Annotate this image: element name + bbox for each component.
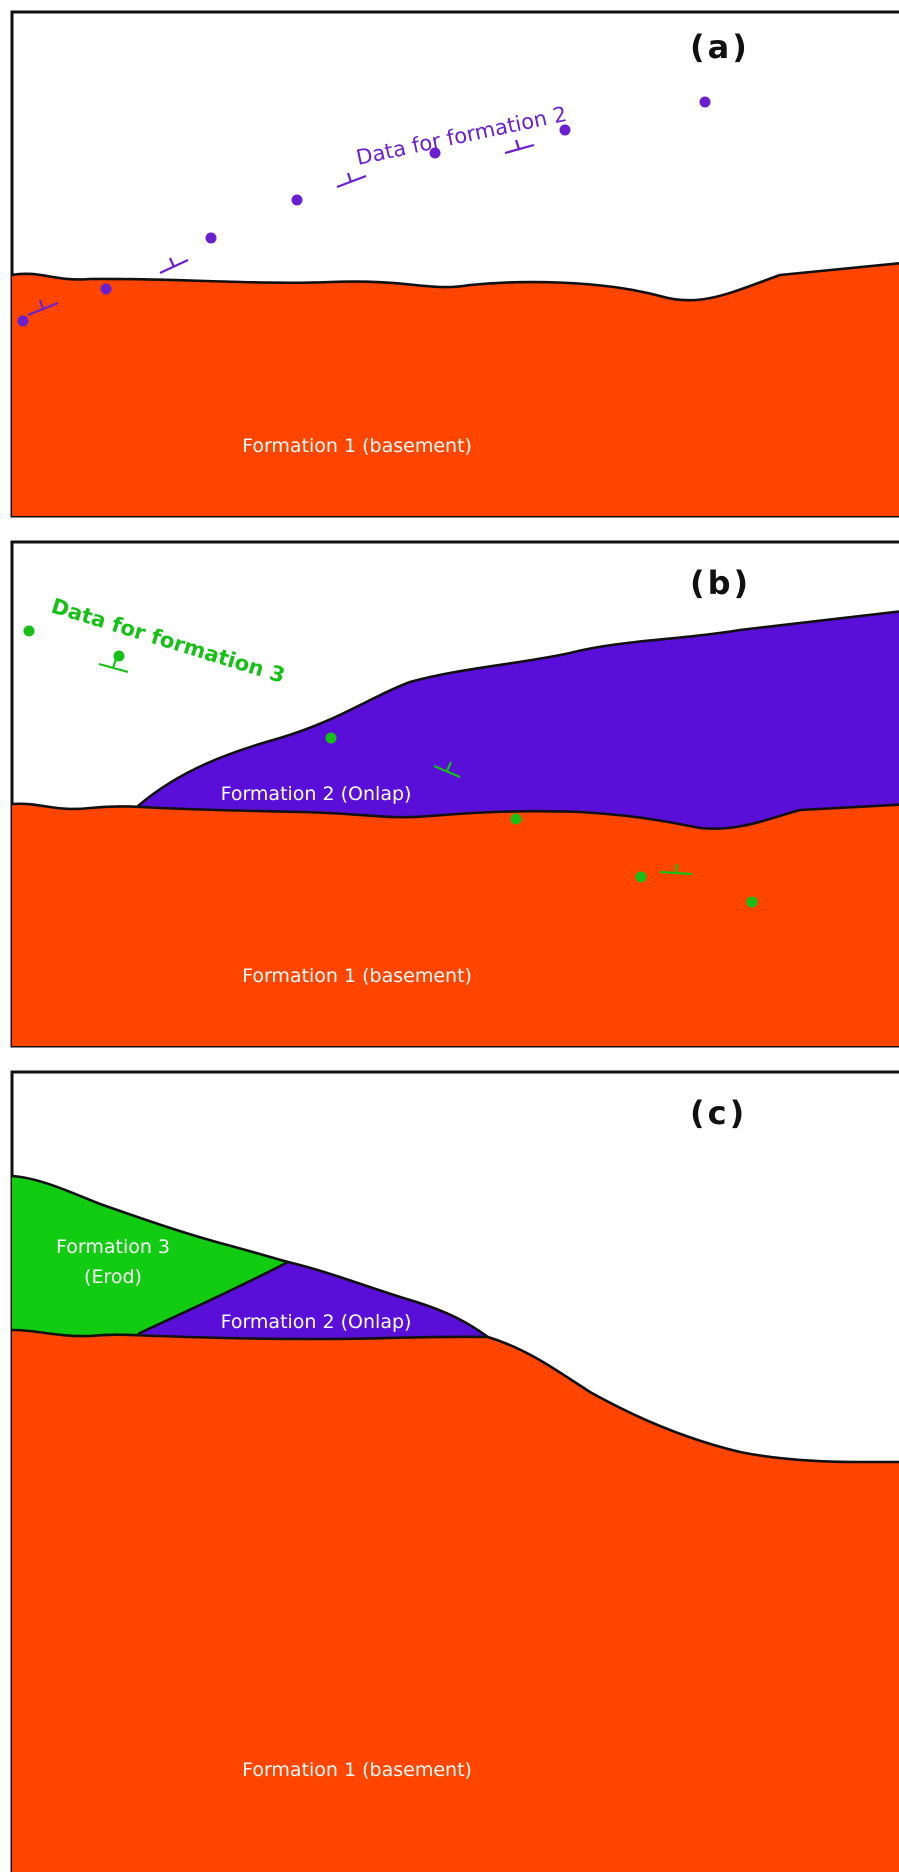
- data-point: [113, 650, 125, 662]
- formation-1-top-boundary: [12, 1328, 899, 1464]
- strike-dip-symbol: [27, 299, 59, 317]
- data-point: [429, 147, 441, 159]
- data-point: [23, 625, 35, 637]
- strike-dip-symbol: [159, 257, 189, 274]
- formation-2-area: [138, 611, 899, 829]
- data-point: [291, 194, 303, 206]
- formation-3-label-line2: (Erod): [84, 1266, 142, 1288]
- data-point: [559, 124, 571, 136]
- formation-1-area: [12, 803, 899, 1046]
- data-point: [746, 896, 758, 908]
- formation-2-area: [138, 1262, 488, 1339]
- panel-a: Formation 1 (basement): [10, 10, 899, 518]
- data-point: [100, 283, 112, 295]
- formation-1-label: Formation 1 (basement): [242, 435, 472, 457]
- data-point: [510, 813, 522, 825]
- strike-dip-symbol: [98, 658, 129, 674]
- strike-dip-symbol: [433, 761, 461, 779]
- formation-3-top-boundary: [12, 1174, 489, 1339]
- strike-dip-symbol: [336, 172, 367, 189]
- data-point: [325, 732, 337, 744]
- formation-1-area: [12, 1330, 899, 1872]
- formation-3-orientation-symbols: [98, 658, 693, 876]
- formation-3-data-points: [23, 625, 758, 908]
- strike-dip-symbol: [659, 863, 693, 876]
- data-point: [17, 315, 29, 327]
- formation-2-label: Formation 2 (Onlap): [221, 1311, 412, 1333]
- formation-1-area: [12, 263, 899, 516]
- formation-2-orientation-symbols: [27, 139, 535, 317]
- data-point: [699, 96, 711, 108]
- panel-b: Formation 2 (Onlap) Formation 1 (basemen…: [10, 540, 899, 1048]
- formation-2-top-boundary: [137, 610, 899, 807]
- panel-b-letter: (b): [690, 564, 751, 602]
- strike-dip-symbol: [504, 139, 535, 155]
- formation-2-data-points: [17, 96, 711, 327]
- formation-1-top-boundary: [12, 802, 899, 830]
- formation-2-top-boundary: [137, 1260, 289, 1336]
- data-point: [635, 871, 647, 883]
- panel-a-letter: (a): [690, 28, 750, 66]
- data-point: [205, 232, 217, 244]
- formation-1-label: Formation 1 (basement): [242, 1759, 472, 1781]
- panel-c-letter: (c): [690, 1094, 747, 1132]
- panel-c: Formation 3 (Erod) Formation 2 (Onlap) F…: [10, 1070, 899, 1872]
- formation-1-label: Formation 1 (basement): [242, 965, 472, 987]
- formation-2-label: Formation 2 (Onlap): [221, 783, 412, 805]
- formation-3-label-line1: Formation 3: [56, 1236, 170, 1258]
- formation-1-top-boundary: [12, 261, 899, 302]
